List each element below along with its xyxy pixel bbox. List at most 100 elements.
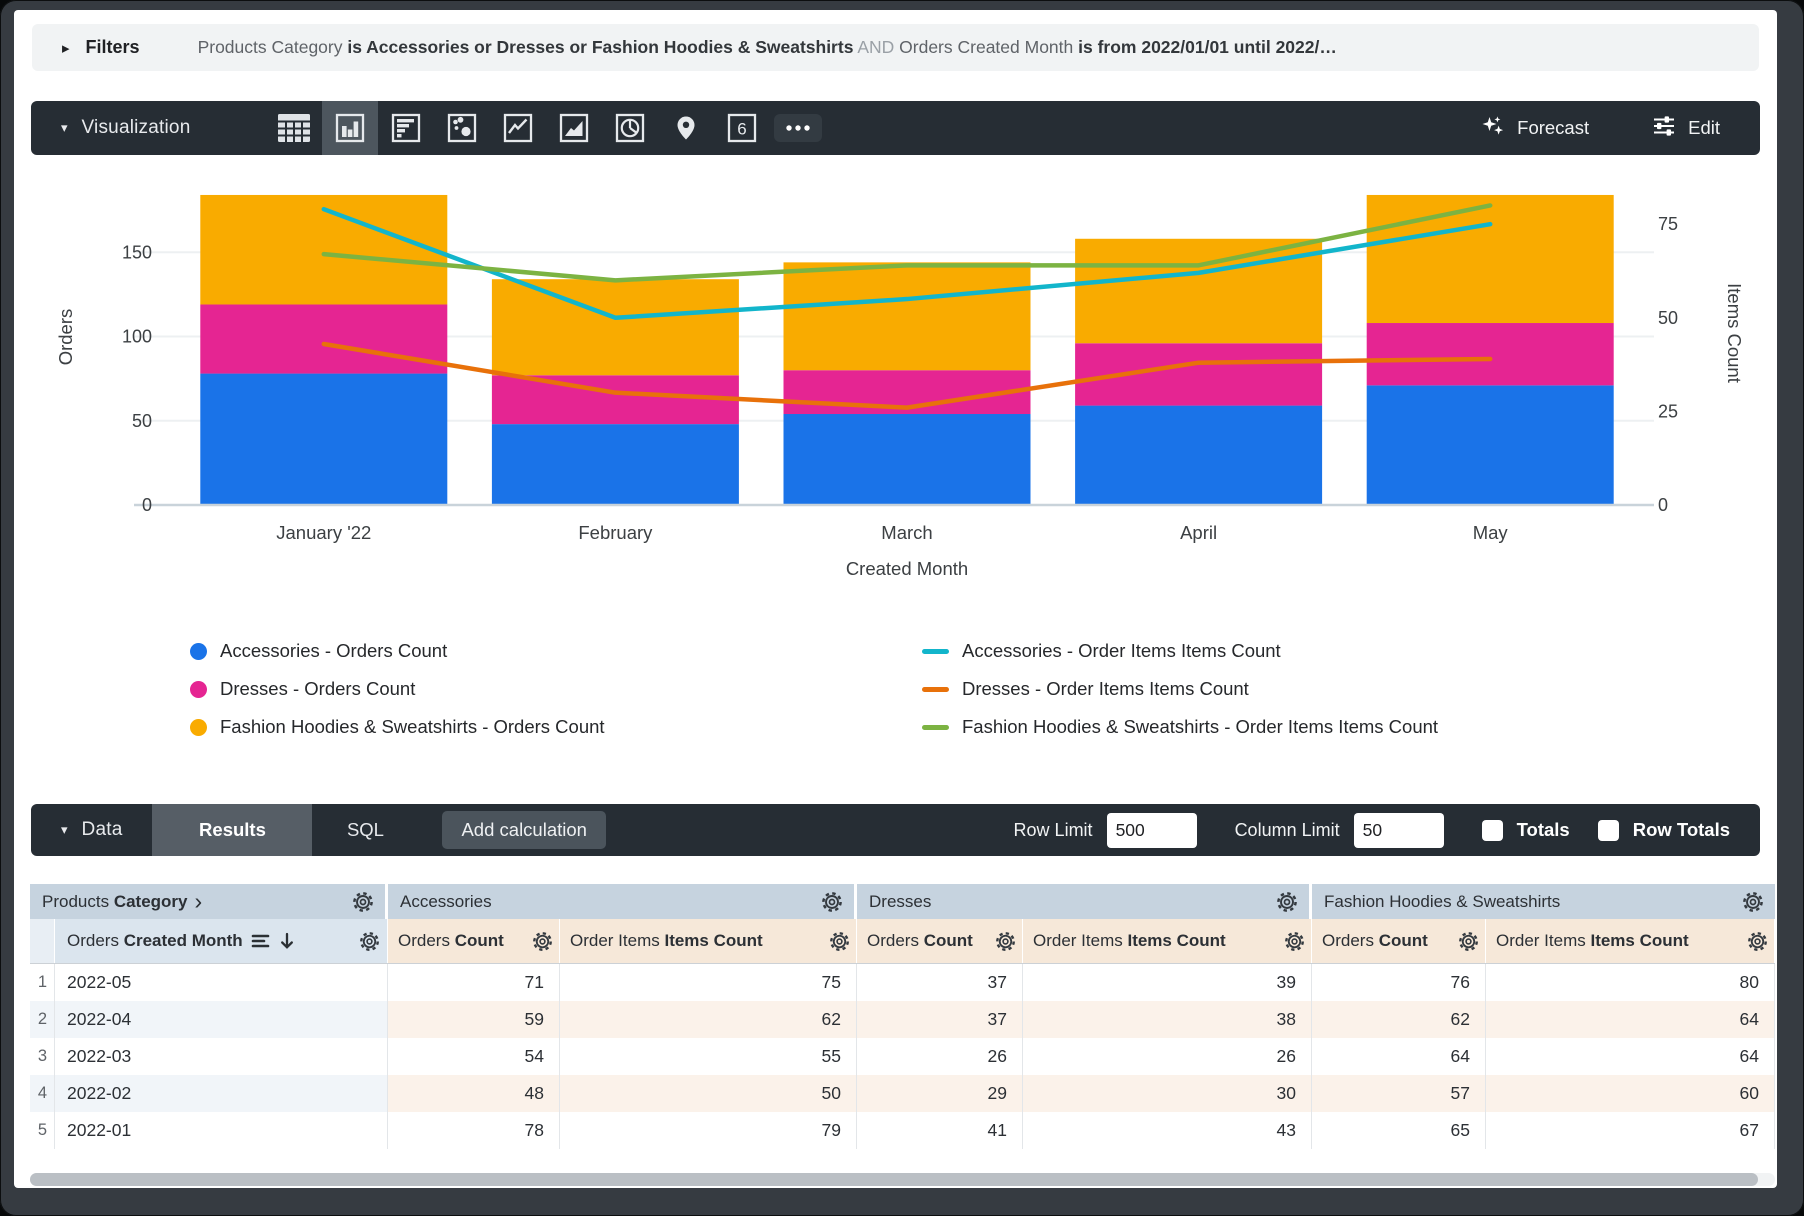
dimension-cell[interactable]: 2022-01 bbox=[55, 1112, 388, 1149]
measure-value-cell[interactable]: 29 bbox=[857, 1075, 1023, 1112]
measure-value-cell[interactable]: 65 bbox=[1312, 1112, 1486, 1149]
line-chart-icon[interactable] bbox=[490, 101, 546, 155]
gear-icon[interactable] bbox=[820, 890, 844, 914]
measure-value-cell[interactable]: 60 bbox=[1486, 1075, 1775, 1112]
line-series[interactable] bbox=[321, 203, 1493, 283]
measure-value-cell[interactable]: 80 bbox=[1486, 964, 1775, 1001]
visualization-section-toggle[interactable]: ▾ Visualization bbox=[31, 101, 220, 155]
stacked-bar-segment[interactable] bbox=[200, 194, 448, 305]
dimension-cell[interactable]: 2022-04 bbox=[55, 1001, 388, 1038]
forecast-button[interactable]: Forecast bbox=[1480, 113, 1589, 144]
measure-value-cell[interactable]: 71 bbox=[388, 964, 560, 1001]
gear-icon[interactable] bbox=[1275, 890, 1299, 914]
pivot-group-header[interactable]: Fashion Hoodies & Sweatshirts bbox=[1312, 884, 1775, 919]
measure-value-cell[interactable]: 55 bbox=[560, 1038, 857, 1075]
measure-column-header[interactable]: Order Items Items Count bbox=[1023, 919, 1312, 963]
measure-value-cell[interactable]: 26 bbox=[1023, 1038, 1312, 1075]
stacked-bar-segment[interactable] bbox=[200, 373, 448, 505]
gear-icon[interactable] bbox=[351, 890, 375, 914]
scatter-chart-icon[interactable] bbox=[434, 101, 490, 155]
measure-value-cell[interactable]: 43 bbox=[1023, 1112, 1312, 1149]
dimension-group-header[interactable]: Products Category › bbox=[30, 884, 388, 919]
measure-value-cell[interactable]: 79 bbox=[560, 1112, 857, 1149]
pivot-group-header[interactable]: Accessories bbox=[388, 884, 857, 919]
legend-item[interactable]: Fashion Hoodies & Sweatshirts - Orders C… bbox=[190, 708, 922, 746]
stacked-bar-segment[interactable] bbox=[1366, 323, 1614, 386]
stacked-bar-segment[interactable] bbox=[783, 262, 1031, 371]
pie-chart-icon[interactable] bbox=[602, 101, 658, 155]
measure-value-cell[interactable]: 26 bbox=[857, 1038, 1023, 1075]
gear-icon[interactable] bbox=[358, 930, 381, 953]
measure-value-cell[interactable]: 76 bbox=[1312, 964, 1486, 1001]
measure-value-cell[interactable]: 62 bbox=[560, 1001, 857, 1038]
measure-value-cell[interactable]: 67 bbox=[1486, 1112, 1775, 1149]
row-totals-checkbox[interactable] bbox=[1597, 819, 1619, 841]
measure-value-cell[interactable]: 30 bbox=[1023, 1075, 1312, 1112]
legend-item[interactable]: Fashion Hoodies & Sweatshirts - Order It… bbox=[922, 708, 1438, 746]
measure-value-cell[interactable]: 50 bbox=[560, 1075, 857, 1112]
measure-value-cell[interactable]: 62 bbox=[1312, 1001, 1486, 1038]
measure-value-cell[interactable]: 64 bbox=[1486, 1038, 1775, 1075]
measure-value-cell[interactable]: 54 bbox=[388, 1038, 560, 1075]
measure-value-cell[interactable]: 57 bbox=[1312, 1075, 1486, 1112]
measure-value-cell[interactable]: 38 bbox=[1023, 1001, 1312, 1038]
measure-value-cell[interactable]: 78 bbox=[388, 1112, 560, 1149]
data-section-toggle[interactable]: ▾ Data bbox=[31, 804, 152, 856]
stacked-bar-segment[interactable] bbox=[1366, 194, 1614, 324]
expand-chevron-icon[interactable]: › bbox=[194, 888, 203, 914]
more-viz-icon[interactable] bbox=[770, 101, 826, 155]
measure-value-cell[interactable]: 59 bbox=[388, 1001, 560, 1038]
row-limit-input[interactable] bbox=[1106, 812, 1197, 848]
horizontal-scrollbar[interactable] bbox=[30, 1173, 1775, 1186]
measure-value-cell[interactable]: 39 bbox=[1023, 964, 1312, 1001]
gear-icon[interactable] bbox=[1457, 930, 1480, 953]
tab-sql[interactable]: SQL bbox=[346, 819, 384, 840]
gear-icon[interactable] bbox=[531, 930, 554, 953]
map-chart-icon[interactable] bbox=[658, 101, 714, 155]
single-value-icon[interactable]: 6 bbox=[714, 101, 770, 155]
measure-column-header[interactable]: Orders Count bbox=[388, 919, 560, 963]
measure-column-header[interactable]: Orders Count bbox=[1312, 919, 1486, 963]
edit-button[interactable]: Edit bbox=[1651, 113, 1720, 144]
column-chart-icon[interactable] bbox=[322, 101, 379, 155]
stacked-bar-segment[interactable] bbox=[1075, 238, 1323, 344]
tab-results[interactable]: Results bbox=[152, 804, 313, 856]
scrollbar-thumb[interactable] bbox=[30, 1173, 1758, 1186]
stacked-bar-segment[interactable] bbox=[491, 424, 739, 505]
gear-icon[interactable] bbox=[1741, 890, 1765, 914]
dimension-column-header[interactable]: Orders Created Month bbox=[55, 919, 388, 963]
measure-value-cell[interactable]: 41 bbox=[857, 1112, 1023, 1149]
gear-icon[interactable] bbox=[1283, 930, 1306, 953]
gear-icon[interactable] bbox=[828, 930, 851, 953]
filters-expand-caret-icon[interactable]: ▸ bbox=[62, 39, 70, 57]
measure-value-cell[interactable]: 75 bbox=[560, 964, 857, 1001]
add-calculation-button[interactable]: Add calculation bbox=[442, 811, 606, 849]
measure-value-cell[interactable]: 64 bbox=[1486, 1001, 1775, 1038]
stacked-bar-segment[interactable] bbox=[1366, 385, 1614, 505]
dimension-cell[interactable]: 2022-02 bbox=[55, 1075, 388, 1112]
bar-chart-icon[interactable] bbox=[378, 101, 434, 155]
stacked-bar-segment[interactable] bbox=[783, 414, 1031, 505]
stacked-bar-segment[interactable] bbox=[200, 304, 448, 374]
measure-value-cell[interactable]: 64 bbox=[1312, 1038, 1486, 1075]
sort-descending-arrow-icon[interactable] bbox=[278, 931, 296, 951]
measure-column-header[interactable]: Order Items Items Count bbox=[1486, 919, 1775, 963]
gear-icon[interactable] bbox=[994, 930, 1017, 953]
column-limit-input[interactable] bbox=[1353, 812, 1444, 848]
line-series[interactable] bbox=[321, 341, 1493, 410]
area-chart-icon[interactable] bbox=[546, 101, 602, 155]
measure-value-cell[interactable]: 37 bbox=[857, 964, 1023, 1001]
gear-icon[interactable] bbox=[1746, 930, 1769, 953]
dimension-cell[interactable]: 2022-05 bbox=[55, 964, 388, 1001]
measure-value-cell[interactable]: 37 bbox=[857, 1001, 1023, 1038]
pivot-group-header[interactable]: Dresses bbox=[857, 884, 1312, 919]
dimension-cell[interactable]: 2022-03 bbox=[55, 1038, 388, 1075]
measure-value-cell[interactable]: 48 bbox=[388, 1075, 560, 1112]
combo-chart[interactable]: 0 50 100 150 0 25 50 75 January '22 February March… bbox=[14, 155, 1777, 625]
totals-checkbox[interactable] bbox=[1481, 819, 1503, 841]
measure-column-header[interactable]: Orders Count bbox=[857, 919, 1023, 963]
stacked-bar-segment[interactable] bbox=[491, 375, 739, 425]
stacked-bar-segment[interactable] bbox=[491, 279, 739, 376]
legend-item[interactable]: Accessories - Order Items Items Count bbox=[922, 632, 1438, 670]
stacked-bar-segment[interactable] bbox=[1075, 405, 1323, 505]
